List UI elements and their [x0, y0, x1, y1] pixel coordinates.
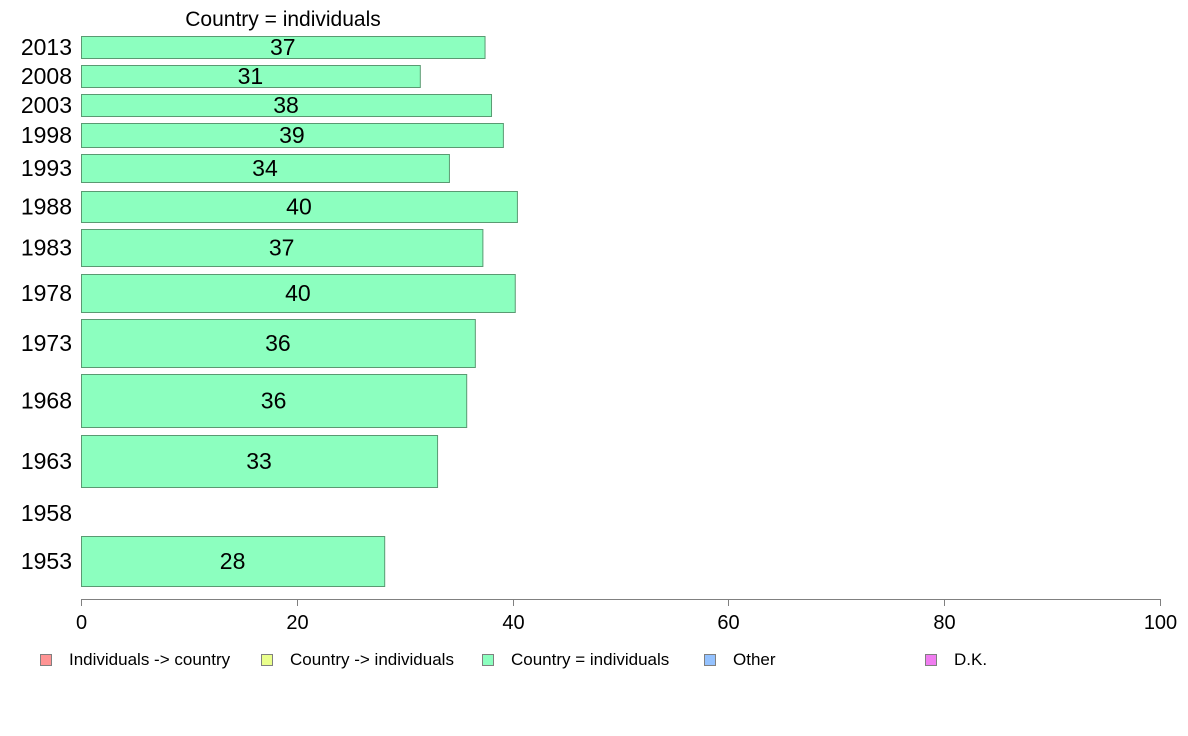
y-tick-labels: 2013 2008 2003 1998 1993 1988 1983 1978 1973 1968…	[21, 34, 72, 574]
bar	[81, 154, 450, 183]
bar-value-label: 38	[273, 92, 299, 118]
legend-item-country-individuals: Country -> individuals	[261, 650, 454, 670]
bar	[81, 274, 516, 313]
bar-value-label: 36	[261, 388, 287, 414]
bar-value-label: 36	[265, 330, 291, 356]
legend: Individuals -> country Country -> indivi…	[0, 650, 1188, 674]
x-tick-label: 40	[502, 612, 524, 634]
bar-value-label: 37	[269, 235, 295, 261]
x-axis: 0 20 40 60 80 100	[76, 599, 1177, 634]
y-tick-label: 2003	[21, 92, 72, 118]
legend-item-country-equals-individuals: Country = individuals	[482, 650, 669, 670]
y-tick-label: 2013	[21, 34, 72, 60]
bar	[81, 94, 493, 117]
bar	[81, 435, 439, 488]
legend-swatch-icon	[482, 654, 494, 666]
bar	[81, 123, 504, 148]
legend-swatch-icon	[704, 654, 716, 666]
y-tick-label: 1978	[21, 280, 72, 306]
bar	[81, 36, 486, 59]
y-tick-label: 1953	[21, 548, 72, 574]
bar	[81, 536, 386, 587]
y-tick-label: 1993	[21, 155, 72, 181]
y-tick-label: 1973	[21, 330, 72, 356]
bar-value-label: 39	[279, 122, 305, 148]
legend-label: Country -> individuals	[290, 650, 454, 669]
bar-chart: Country = individuals 373138393440374036…	[21, 8, 1177, 634]
bar	[81, 374, 468, 428]
legend-label: Individuals -> country	[69, 650, 231, 669]
legend-item-dk: D.K.	[925, 650, 987, 670]
y-tick-label: 1983	[21, 235, 72, 261]
bar-value-label: 37	[270, 34, 296, 60]
x-tick-label: 80	[933, 612, 955, 634]
bar	[81, 65, 421, 88]
bar	[81, 191, 518, 223]
bar-value-label: 33	[246, 448, 272, 474]
legend-swatch-icon	[261, 654, 273, 666]
legend-label: Country = individuals	[511, 650, 670, 669]
x-tick-label: 20	[286, 612, 308, 634]
x-tick-label: 60	[717, 612, 739, 634]
x-tick-label: 100	[1144, 612, 1177, 634]
bar-value-label: 40	[285, 280, 311, 306]
legend-label: D.K.	[954, 650, 988, 669]
y-tick-label: 1963	[21, 448, 72, 474]
x-tick-label: 0	[76, 612, 87, 634]
bar	[81, 319, 476, 368]
bar-value-label: 28	[220, 548, 246, 574]
y-tick-label: 1968	[21, 388, 72, 414]
bar-value-label: 31	[238, 63, 264, 89]
legend-item-individuals-country: Individuals -> country	[40, 650, 230, 670]
bar-value-label: 34	[252, 155, 278, 181]
legend-swatch-icon	[925, 654, 937, 666]
chart-title: Country = individuals	[185, 8, 381, 31]
legend-label: Other	[733, 650, 776, 669]
legend-swatch-icon	[40, 654, 52, 666]
y-tick-label: 2008	[21, 63, 72, 89]
legend-item-other: Other	[704, 650, 776, 670]
y-tick-label: 1988	[21, 194, 72, 220]
bar	[81, 229, 484, 267]
bar-value-label: 40	[286, 194, 312, 220]
y-tick-label: 1958	[21, 500, 72, 526]
y-tick-label: 1998	[21, 122, 72, 148]
